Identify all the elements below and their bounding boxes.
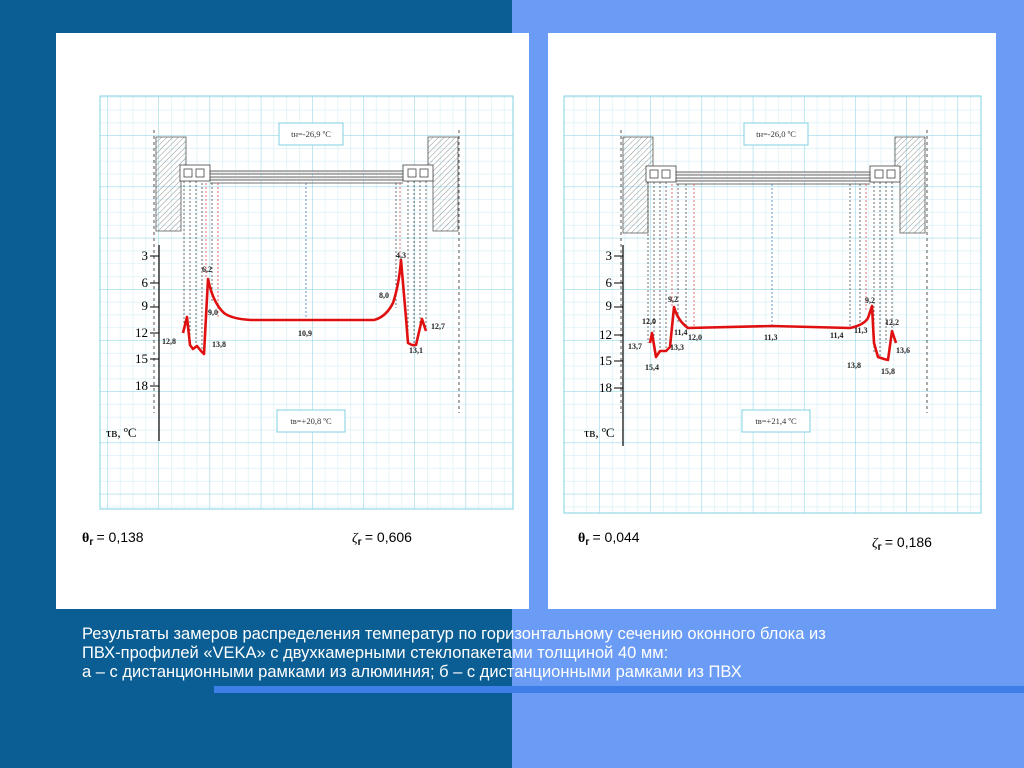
svg-text:ζг= 0,186: ζг = 0,186 xyxy=(872,534,932,553)
t-in-label-a: tв=+20,8 ºС xyxy=(290,416,332,426)
y-tick-b-3: 3 xyxy=(606,248,613,263)
panel-a: tн=-26,9 ºС tв=+20,8 ºС 3 6 9 12 15 18 τ… xyxy=(56,33,529,609)
window-frame-b xyxy=(645,165,901,185)
projection-lines-b xyxy=(647,182,893,358)
y-tick-b-15: 15 xyxy=(599,353,612,368)
caption-line-2: ПВХ-профилей «VEKA» с двухкамерными стек… xyxy=(82,644,669,662)
value-label-b-12: 13,8 xyxy=(847,361,861,370)
zeta-value-b: = 0,186 xyxy=(885,534,932,550)
caption-line-1: Результаты замеров распределения темпера… xyxy=(82,625,826,643)
zeta-sub-a: г xyxy=(358,537,362,548)
temperature-curve-b xyxy=(648,304,898,362)
value-label-b-14: 15,8 xyxy=(881,367,895,376)
zeta-symbol-b: ζ xyxy=(872,536,879,551)
panel-b: tн=-26,0 ºС tв=+21,4 ºС 3 6 9 12 15 18 τ… xyxy=(548,33,996,609)
t-in-label-b: tв=+21,4 ºС xyxy=(755,416,797,426)
temperature-curve-a xyxy=(181,258,428,356)
zeta-symbol-a: ζ xyxy=(352,531,359,546)
value-label-b-0: 12,0 xyxy=(642,317,656,326)
value-label-a-0: 12,8 xyxy=(162,337,176,346)
theta-symbol-a: θ xyxy=(82,531,89,546)
theta-value-a: = 0,138 xyxy=(96,529,143,545)
y-tick-a-18: 18 xyxy=(135,378,148,393)
diagram-a: tн=-26,9 ºС tв=+20,8 ºС 3 6 9 12 15 18 τ… xyxy=(82,95,514,548)
diagram-b: tн=-26,0 ºС tв=+21,4 ºС 3 6 9 12 15 18 τ… xyxy=(563,95,982,553)
value-label-b-5: 15,4 xyxy=(645,363,659,372)
theta-sub-b: г xyxy=(585,537,589,548)
y-tick-b-6: 6 xyxy=(606,275,613,290)
theta-symbol-b: θ xyxy=(578,531,585,546)
value-label-a-1: 6,2 xyxy=(202,265,212,274)
y-axis-label-a: τв, ºС xyxy=(106,425,137,440)
zeta-sub-b: г xyxy=(878,542,882,553)
y-tick-b-12: 12 xyxy=(599,327,612,342)
window-frame-a xyxy=(179,164,434,184)
y-tick-b-18: 18 xyxy=(599,380,612,395)
value-label-b-3: 11,4 xyxy=(674,328,688,337)
value-label-b-2: 9,2 xyxy=(668,295,678,304)
value-label-a-6: 8,0 xyxy=(379,291,389,300)
value-label-b-6: 12,0 xyxy=(688,333,702,342)
svg-text:θг= 0,044: θг = 0,044 xyxy=(578,529,640,548)
value-label-b-13: 13,6 xyxy=(896,346,910,355)
value-label-a-8: 13,1 xyxy=(409,346,423,355)
value-label-b-1: 13,7 xyxy=(628,342,642,351)
value-label-a-4: 10,9 xyxy=(298,329,312,338)
theta-sub-a: г xyxy=(89,537,93,548)
value-label-b-4: 13,3 xyxy=(670,343,684,352)
t-out-label-b: tн=-26,0 ºС xyxy=(756,129,796,139)
value-label-a-7: 12,7 xyxy=(431,322,445,331)
theta-value-b: = 0,044 xyxy=(592,529,639,545)
y-tick-a-15: 15 xyxy=(135,351,148,366)
accent-stripe xyxy=(214,686,1024,693)
value-label-b-10: 9,2 xyxy=(865,296,875,305)
svg-text:ζг= 0,606: ζг = 0,606 xyxy=(352,529,412,548)
t-out-label-a: tн=-26,9 ºС xyxy=(291,129,331,139)
y-tick-a-12: 12 xyxy=(135,325,148,340)
svg-text:θг= 0,138: θг = 0,138 xyxy=(82,529,144,548)
value-label-b-7: 11,3 xyxy=(764,333,778,342)
value-label-a-2: 9,0 xyxy=(208,308,218,317)
y-tick-b-9: 9 xyxy=(606,298,613,313)
y-tick-a-3: 3 xyxy=(142,248,149,263)
y-axis-label-b: τв, ºС xyxy=(584,425,615,440)
value-label-a-5: 4,3 xyxy=(396,251,406,260)
value-label-b-11: 12,2 xyxy=(885,318,899,327)
caption-line-3: а – с дистанционными рамками из алюминия… xyxy=(82,663,742,681)
y-tick-a-6: 6 xyxy=(142,275,149,290)
value-label-b-9: 11,3 xyxy=(854,326,868,335)
y-tick-a-9: 9 xyxy=(142,298,149,313)
projection-lines-a xyxy=(183,181,427,353)
zeta-value-a: = 0,606 xyxy=(365,529,412,545)
value-label-a-3: 13,8 xyxy=(212,340,226,349)
value-label-b-8: 11,4 xyxy=(830,331,844,340)
caption: Результаты замеров распределения темпера… xyxy=(82,625,1002,682)
